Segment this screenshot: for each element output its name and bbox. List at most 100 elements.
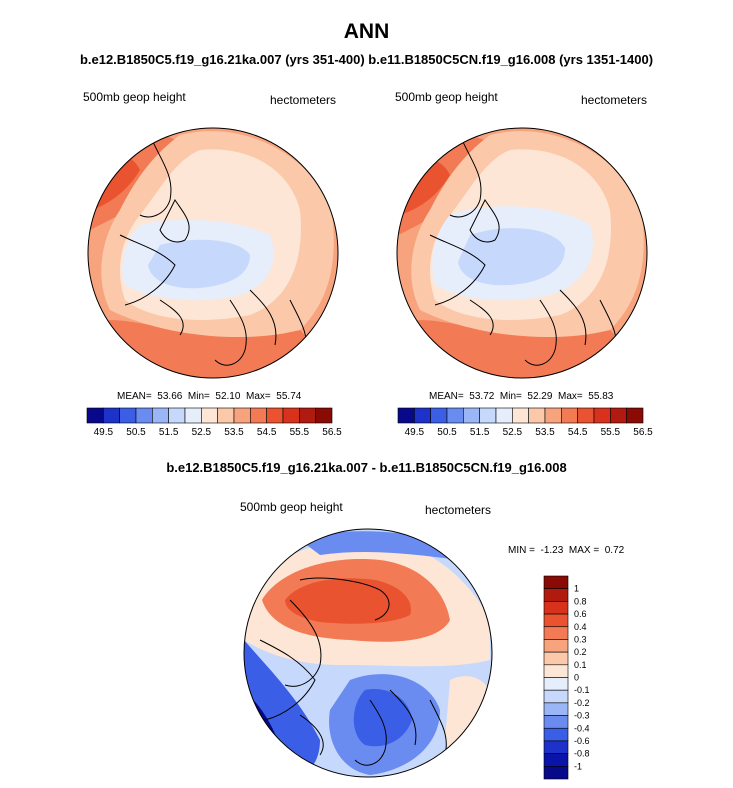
panel2-colorbar-tick-label: 54.5 — [568, 427, 588, 438]
panel3-stats: MIN = -1.23 MAX = 0.72 — [508, 545, 624, 556]
panel1-mean-value: 53.66 — [157, 391, 183, 402]
panel3-colorbar-tick-label: -0.4 — [574, 723, 590, 733]
panel1-max-value: 55.74 — [276, 391, 302, 402]
panel3-colorbar-tick-label: -0.2 — [574, 698, 590, 708]
panel2-colorbar: 49.5 50.5 51.5 52.5 53.5 54.5 55.5 56.5 — [397, 407, 653, 438]
panel3-colorbar-swatch — [543, 689, 569, 704]
panel2-colorbar-swatch — [430, 407, 448, 424]
panel2-colorbar-swatch — [463, 407, 480, 424]
panel1-colorbar-swatch — [233, 407, 251, 424]
panel2-colorbar-tick-label: 50.5 — [437, 427, 457, 438]
panel1-colorbar-swatch — [299, 407, 316, 424]
panel1-colorbar-tick-label: 50.5 — [126, 427, 146, 438]
panel2-colorbar-swatch — [593, 407, 611, 424]
panel2-colorbar-tick-label: 49.5 — [405, 427, 425, 438]
panel1-coastlines — [119, 134, 307, 366]
panel3-colorbar-tick-label: -0.1 — [574, 685, 590, 695]
panel1-min-region — [148, 239, 250, 289]
panel1-units-label: hectometers — [270, 93, 337, 107]
panel3-colorbar-swatch — [543, 715, 569, 729]
panel2-colorbar-swatch — [495, 407, 513, 424]
panel3-colorbar-tick-label: 0.1 — [574, 660, 587, 670]
panel2-colorbar-swatch — [397, 407, 415, 424]
panel3-colorbar-swatch — [543, 601, 569, 615]
panel3-colorbar-swatch — [543, 613, 569, 628]
panel3-max-value: 0.72 — [604, 545, 625, 556]
panel1-colorbar-tick-label: 54.5 — [257, 427, 277, 438]
panel1-colorbar-swatch — [135, 407, 153, 424]
panel1-colorbar-swatch — [152, 407, 169, 424]
panel2-colorbar-swatch — [528, 407, 546, 424]
panel1-greenland — [159, 199, 190, 243]
panel1-colorbar-tick-label: 55.5 — [290, 427, 310, 438]
panel2-colorbar-swatch — [414, 407, 431, 424]
panel2-colorbar-swatch — [577, 407, 595, 424]
panel3-colorbar-swatch — [543, 651, 569, 666]
panel3-colorbar-tick-label: -0.6 — [574, 736, 590, 746]
panel3-units-label: hectometers — [425, 503, 492, 517]
panel2-colorbar-swatch — [561, 407, 578, 424]
panel2-coastlines — [429, 134, 617, 366]
panel3-min-value: -1.23 — [540, 545, 564, 556]
panel3-negative-east-core — [353, 689, 412, 747]
panel3-colorbar-swatch — [543, 626, 569, 640]
panel1-colorbar-swatch — [119, 407, 137, 424]
panel1-map-border — [87, 127, 339, 379]
panel1-colorbar-swatch — [217, 407, 235, 424]
panel3-colorbar-tick-label: -0.3 — [574, 711, 590, 721]
panel2-max-value: 55.83 — [588, 391, 614, 402]
figure-title: ANN — [343, 20, 390, 43]
panel1-colorbar-tick-label: 53.5 — [224, 427, 244, 438]
panel2-min-value: 52.29 — [527, 391, 553, 402]
panel2-min-region — [458, 228, 565, 286]
panel1-mean-label: MEAN= — [117, 391, 152, 402]
panel3-map — [243, 528, 493, 778]
panel3-colorbar-tick-label: -1 — [574, 761, 582, 771]
difference-title: b.e12.B1850C5.f19_g16.21ka.007 - b.e11.B… — [166, 460, 567, 475]
panel2-stats: MEAN= 53.72 Min= 52.29 Max= 55.83 — [429, 391, 613, 402]
panel2-units-label: hectometers — [581, 93, 648, 107]
panel1-colorbar-swatch — [266, 407, 284, 424]
panel1-colorbar-swatch — [201, 407, 218, 424]
panel2-map-border — [396, 127, 648, 379]
panel2-colorbar-swatch — [479, 407, 497, 424]
panel1-colorbar-swatch — [168, 407, 186, 424]
panel3-min-label: MIN = — [508, 545, 535, 556]
panel3-colorbar-swatch — [543, 766, 569, 780]
panel2-colorbar-swatch — [446, 407, 464, 424]
panel1-colorbar: 49.5 50.5 51.5 52.5 53.5 54.5 55.5 56.5 — [86, 407, 342, 438]
panel2-colorbar-swatch — [512, 407, 529, 424]
panel3-positive-east — [445, 676, 492, 764]
panel1-colorbar-swatch — [250, 407, 267, 424]
panel1-variable-label: 500mb geop height — [83, 90, 186, 104]
panel1-max-label: Max= — [246, 391, 271, 402]
panel2-colorbar-swatch — [610, 407, 627, 424]
panel2-colorbar-tick-label: 52.5 — [503, 427, 523, 438]
panel2-mean-value: 53.72 — [469, 391, 495, 402]
panel3-colorbar-swatch — [543, 639, 569, 653]
panel3-colorbar-tick-label: -0.8 — [574, 749, 590, 759]
panel1-colorbar-tick-label: 51.5 — [159, 427, 179, 438]
panel3-colorbar-tick-label: 1 — [574, 584, 579, 594]
panel1-colorbar-swatch — [103, 407, 120, 424]
panel3-colorbar-tick-label: 0 — [574, 673, 579, 683]
panel3-colorbar-tick-label: 0.8 — [574, 596, 587, 606]
panel3-map-border — [243, 528, 493, 778]
panel1-colorbar-tick-label: 49.5 — [94, 427, 114, 438]
panel2-variable-label: 500mb geop height — [395, 90, 498, 104]
panel3-colorbar-tick-label: 0.2 — [574, 647, 587, 657]
panel2-colorbar-swatch — [626, 407, 644, 424]
panel1-map — [87, 127, 339, 379]
panel1-colorbar-swatch — [86, 407, 104, 424]
panel2-mean-label: MEAN= — [429, 391, 464, 402]
panel3-colorbar-swatch — [543, 702, 569, 716]
panel3-colorbar-swatch — [543, 677, 569, 691]
panel1-stats: MEAN= 53.66 Min= 52.10 Max= 55.74 — [117, 391, 301, 402]
panel1-min-label: Min= — [187, 391, 210, 402]
panel2-max-label: Max= — [558, 391, 583, 402]
panel3-colorbar-tick-label: 0.4 — [574, 622, 587, 632]
panel3-colorbar-swatch — [543, 664, 569, 678]
panel3-max-label: MAX = — [568, 545, 600, 556]
panel2-colorbar-tick-label: 56.5 — [633, 427, 653, 438]
